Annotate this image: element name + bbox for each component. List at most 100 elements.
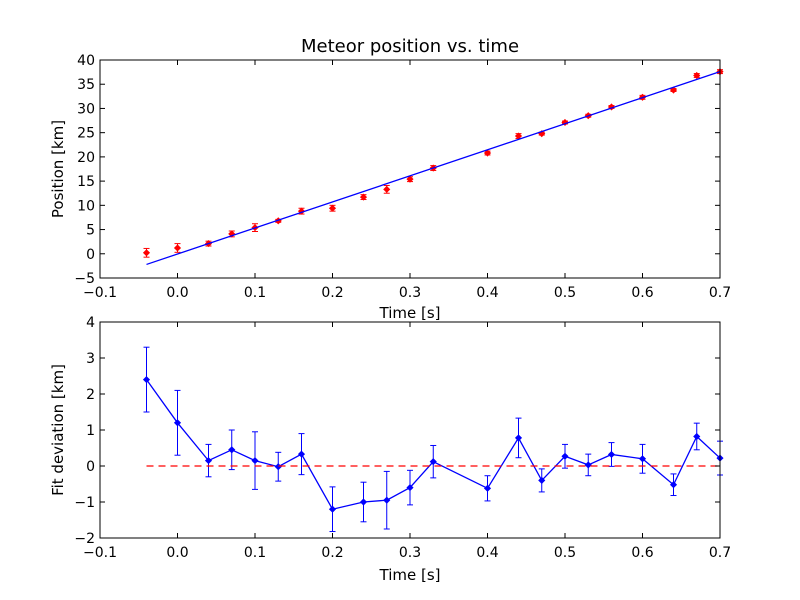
- deviation-data-point: [359, 481, 368, 523]
- deviation-y-tick-label: 2: [86, 387, 95, 403]
- deviation-y-tick-label: −1: [74, 495, 95, 511]
- position-x-tick-label: 0.1: [244, 285, 266, 301]
- data-marker: [173, 244, 182, 252]
- deviation-data-point: [538, 468, 546, 493]
- position-y-axis-label: Position [km]: [49, 120, 67, 218]
- position-data-point: [693, 71, 701, 80]
- deviation-x-tick-label: 0.6: [631, 545, 653, 561]
- deviation-data-point: [228, 429, 236, 471]
- deviation-data-point: [693, 422, 701, 451]
- deviation-data-point: [251, 431, 259, 490]
- position-x-tick-label: 0.2: [321, 285, 343, 301]
- deviation-data-point: [561, 443, 569, 469]
- position-x-tick-label: 0.0: [166, 285, 188, 301]
- position-x-ticks: −0.1 0.0 0.1 0.2 0.3 0.4 0.5 0.6 0.7: [83, 60, 731, 301]
- deviation-series-line: [145, 379, 721, 510]
- deviation-x-tick-label: 0.1: [244, 545, 266, 561]
- position-y-tick-label: 20: [77, 150, 95, 166]
- data-marker: [406, 484, 414, 492]
- position-y-tick-label: 0: [86, 247, 95, 263]
- position-data-point: [383, 184, 391, 194]
- data-marker: [669, 86, 678, 94]
- position-y-tick-label: 35: [77, 77, 95, 93]
- data-marker: [607, 450, 616, 459]
- data-marker: [693, 432, 701, 441]
- deviation-x-tick-label: 0.0: [166, 545, 188, 561]
- deviation-data-point: [584, 453, 592, 477]
- data-marker: [406, 175, 414, 183]
- data-marker: [514, 434, 523, 442]
- data-marker: [483, 484, 492, 492]
- data-marker: [584, 461, 592, 469]
- position-data-point: [142, 247, 151, 258]
- data-marker: [669, 481, 678, 489]
- position-y-tick-label: 25: [77, 126, 95, 142]
- position-y-tick-label: 5: [86, 223, 95, 239]
- position-data-point: [297, 207, 306, 215]
- deviation-data-point: [173, 389, 182, 456]
- deviation-y-tick-label: 3: [86, 351, 95, 367]
- deviation-data-point: [297, 433, 306, 476]
- data-marker: [297, 450, 306, 458]
- data-marker: [142, 376, 151, 384]
- position-chart-title: Meteor position vs. time: [301, 36, 519, 57]
- deviation-data-point: [383, 470, 391, 530]
- data-marker: [359, 498, 368, 506]
- data-marker: [561, 452, 569, 460]
- data-marker: [429, 458, 437, 466]
- deviation-y-axis-label: Fit deviation [km]: [49, 364, 67, 496]
- position-data-point: [406, 175, 414, 183]
- position-series-line: [146, 71, 721, 266]
- deviation-y-tick-label: 4: [86, 315, 95, 331]
- position-x-tick-label: 0.7: [709, 285, 731, 301]
- position-x-tick-label: 0.5: [554, 285, 576, 301]
- position-data-point: [483, 149, 492, 157]
- position-x-axis-label: Time [s]: [379, 304, 441, 322]
- deviation-x-tick-label: −0.1: [83, 545, 117, 561]
- deviation-x-axis-label: Time [s]: [379, 566, 441, 584]
- data-marker: [204, 457, 213, 465]
- position-y-tick-label: 40: [77, 53, 95, 69]
- position-x-tick-label: 0.4: [476, 285, 498, 301]
- data-marker: [383, 185, 391, 193]
- deviation-data-point: [669, 473, 678, 497]
- deviation-y-tick-label: −2: [74, 531, 95, 547]
- deviation-x-ticks: −0.1 0.0 0.1 0.2 0.3 0.4 0.5 0.6 0.7: [83, 322, 731, 561]
- deviation-x-tick-label: 0.2: [321, 545, 343, 561]
- data-marker: [142, 249, 151, 257]
- position-data-point: [359, 193, 368, 201]
- data-marker: [693, 71, 701, 80]
- deviation-data-point: [142, 346, 151, 413]
- data-marker: [383, 496, 391, 504]
- deviation-y-ticks: −2 −1 0 1 2 3 4: [74, 315, 720, 547]
- data-marker: [251, 457, 259, 465]
- position-y-tick-label: 10: [77, 198, 95, 214]
- deviation-data-point: [204, 443, 213, 478]
- data-marker: [359, 193, 368, 201]
- deviation-data-point: [328, 486, 337, 533]
- data-marker: [228, 230, 236, 238]
- deviation-x-tick-label: 0.4: [476, 545, 498, 561]
- data-marker: [483, 149, 492, 157]
- deviation-data-point: [483, 475, 492, 502]
- deviation-data-point: [514, 417, 523, 459]
- position-y-tick-label: −5: [74, 271, 95, 287]
- deviation-data-point: [406, 469, 414, 506]
- data-marker: [638, 455, 647, 463]
- position-y-tick-label: 15: [77, 174, 95, 190]
- position-x-tick-label: 0.3: [399, 285, 421, 301]
- deviation-chart: −0.1 0.0 0.1 0.2 0.3 0.4 0.5 0.6 0.7 −2 −1 0 1 2 3 4 T…: [49, 315, 731, 584]
- position-data-point: [173, 243, 182, 253]
- data-marker: [228, 446, 236, 454]
- position-x-tick-label: 0.6: [631, 285, 653, 301]
- data-marker: [173, 419, 182, 427]
- data-marker: [328, 505, 337, 513]
- position-y-tick-label: 30: [77, 101, 95, 117]
- deviation-data-point: [638, 443, 647, 474]
- position-plot-area: [142, 68, 724, 266]
- deviation-data-point: [429, 444, 437, 479]
- position-x-tick-label: −0.1: [83, 285, 117, 301]
- position-y-ticks: −5 0 5 10 15 20 25 30 35 40: [74, 53, 720, 287]
